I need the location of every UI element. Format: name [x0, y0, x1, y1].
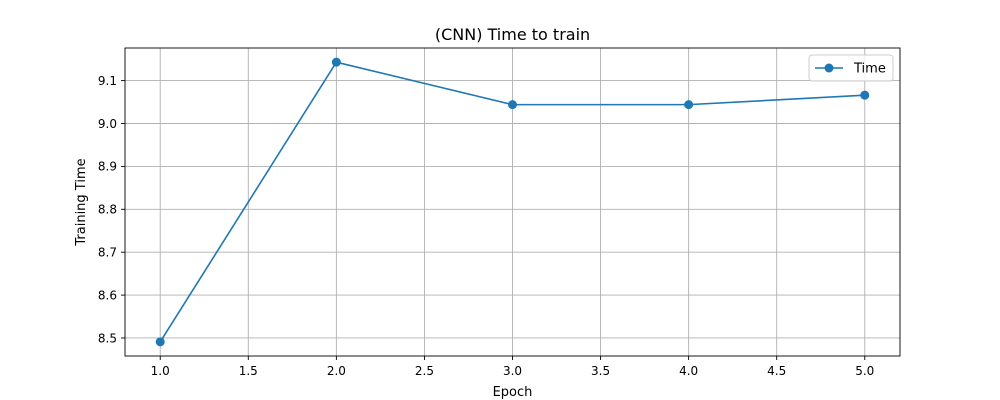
x-tick-label: 1.0 [151, 364, 170, 378]
x-tick-label: 2.0 [327, 364, 346, 378]
x-tick-label: 4.5 [767, 364, 786, 378]
x-tick-label: 1.5 [239, 364, 258, 378]
y-tick-label: 9.1 [98, 74, 117, 88]
x-tick-label: 5.0 [855, 364, 874, 378]
x-axis-label: Epoch [493, 385, 533, 400]
x-tick-label: 3.5 [591, 364, 610, 378]
y-tick-label: 8.8 [98, 203, 117, 217]
ticks: 1.0 1.5 2.0 2.5 3.0 3.5 4.0 4.5 5.0 8.5 8.6 8.7 8.8 8… [98, 74, 874, 378]
data-point [155, 337, 165, 347]
data-point [860, 90, 870, 100]
chart-title: (CNN) Time to train [435, 25, 590, 44]
x-tick-label: 4.0 [679, 364, 698, 378]
x-tick-label: 2.5 [415, 364, 434, 378]
series [155, 57, 870, 347]
y-tick-label: 8.5 [98, 331, 117, 345]
legend-marker-time [824, 63, 834, 73]
y-tick-label: 8.7 [98, 245, 117, 259]
legend-box [808, 54, 894, 82]
x-tick-label: 3.0 [503, 364, 522, 378]
grid [125, 48, 900, 356]
data-point [684, 100, 694, 110]
legend-label-time: Time [853, 62, 886, 77]
legend: Time [808, 54, 894, 82]
y-axis-label: Training Time [74, 158, 89, 246]
data-point [331, 57, 341, 67]
y-tick-label: 8.6 [98, 288, 117, 302]
data-point [508, 100, 517, 110]
y-tick-label: 9.0 [98, 117, 117, 131]
y-tick-label: 8.9 [98, 160, 117, 174]
plot-frame [124, 47, 901, 357]
